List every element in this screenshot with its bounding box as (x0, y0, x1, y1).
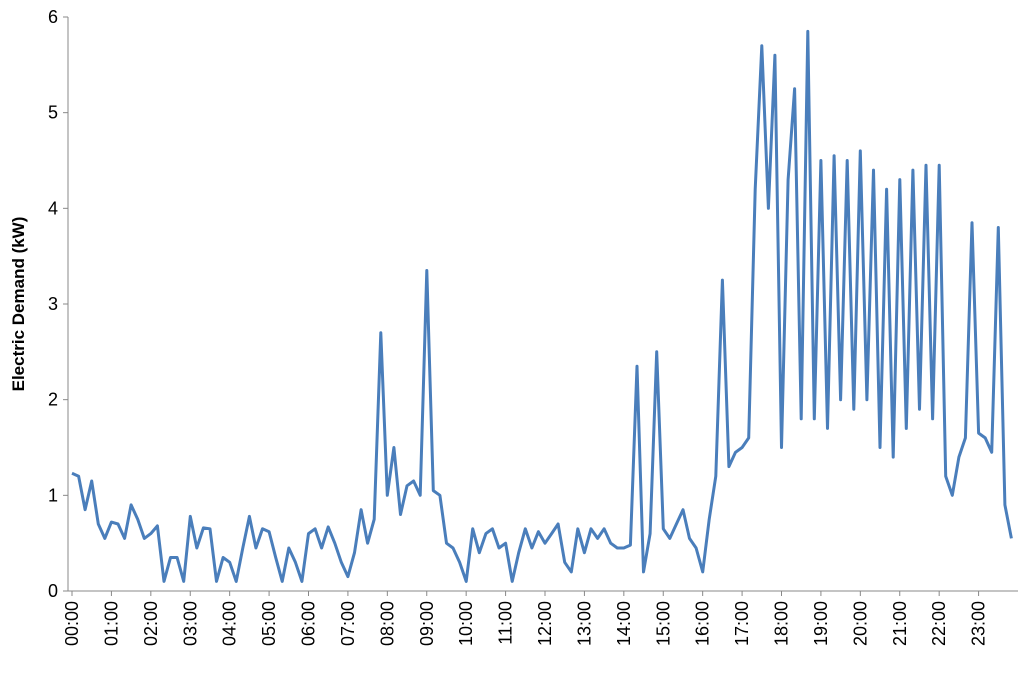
y-tick-label: 4 (48, 198, 58, 218)
y-tick-label: 0 (48, 581, 58, 601)
y-tick-label: 1 (48, 485, 58, 505)
y-tick-label: 3 (48, 294, 58, 314)
x-tick-label: 16:00 (693, 601, 713, 646)
x-tick-label: 06:00 (299, 601, 319, 646)
x-tick-label: 17:00 (732, 601, 752, 646)
x-tick-label: 10:00 (456, 601, 476, 646)
y-axis-label: Electric Demand (kW) (9, 217, 28, 392)
x-tick-label: 11:00 (496, 601, 516, 645)
x-tick-label: 22:00 (929, 601, 949, 646)
x-tick-label: 21:00 (890, 601, 910, 646)
x-tick-label: 19:00 (811, 601, 831, 646)
x-tick-label: 13:00 (574, 601, 594, 646)
x-tick-label: 05:00 (259, 601, 279, 646)
series-line (71, 29, 1013, 583)
x-tick-label: 08:00 (377, 601, 397, 646)
x-tick-label: 04:00 (220, 601, 240, 646)
x-tick-label: 12:00 (535, 601, 555, 646)
x-tick-label: 09:00 (417, 601, 437, 646)
x-tick-label: 14:00 (614, 601, 634, 646)
x-tick-label: 20:00 (850, 601, 870, 646)
x-tick-label: 07:00 (338, 601, 358, 646)
x-tick-label: 01:00 (101, 601, 121, 646)
x-tick-label: 18:00 (772, 601, 792, 646)
y-tick-label: 5 (48, 103, 58, 123)
x-tick-label: 03:00 (180, 601, 200, 646)
x-tick-label: 02:00 (141, 601, 161, 646)
x-tick-label: 00:00 (62, 601, 82, 646)
x-tick-label: 15:00 (653, 601, 673, 646)
y-tick-label: 6 (48, 7, 58, 27)
y-tick-label: 2 (48, 390, 58, 410)
x-tick-label: 23:00 (969, 601, 989, 646)
